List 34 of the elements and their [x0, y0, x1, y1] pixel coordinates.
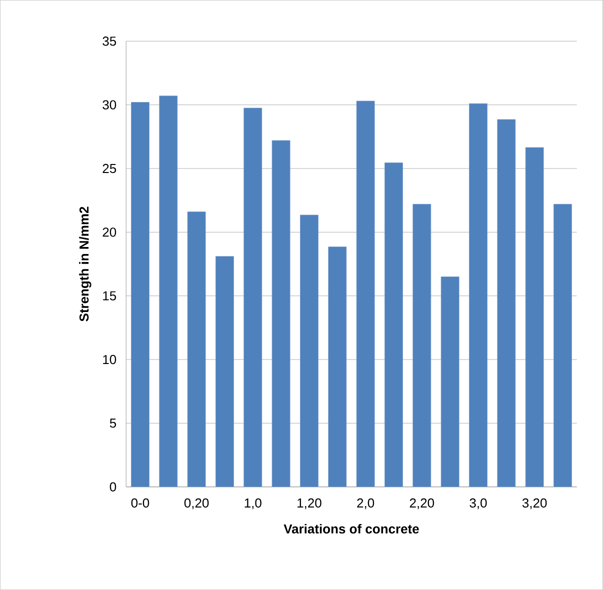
bar — [356, 100, 375, 487]
bar — [272, 140, 290, 487]
y-tick-label: 30 — [102, 100, 116, 110]
bar — [159, 96, 178, 487]
x-tick-label: 1,0 — [244, 498, 262, 510]
bar — [328, 246, 347, 487]
x-axis-title: Variations of concrete — [284, 524, 419, 534]
bar — [384, 162, 403, 487]
x-tick-label: 3,0 — [470, 498, 487, 510]
bar — [554, 204, 572, 487]
bar — [497, 119, 516, 487]
bar — [244, 108, 262, 487]
bar — [440, 276, 460, 487]
x-tick-label: 0,20 — [184, 498, 209, 510]
x-tick-label: 2,20 — [410, 498, 434, 510]
y-tick-label: 0 — [110, 482, 116, 492]
x-tick-label: 1,20 — [298, 498, 322, 510]
y-tick-label: 15 — [103, 291, 116, 300]
x-tick-label: 2,0 — [357, 498, 374, 510]
y-tick-label: 35 — [102, 36, 116, 46]
bar — [412, 204, 432, 487]
x-tick-label: 0-0 — [131, 498, 150, 508]
y-axis-title: Strength in N/mm2 — [79, 206, 92, 322]
bar — [187, 212, 206, 487]
x-tick-label: 3,20 — [522, 498, 547, 510]
y-tick-label: 25 — [102, 164, 116, 174]
y-tick-label: 10 — [103, 354, 116, 364]
y-tick-label: 20 — [102, 228, 116, 237]
bar — [216, 256, 234, 487]
bar — [131, 102, 150, 487]
y-tick-label: 5 — [110, 418, 116, 428]
bar — [300, 214, 318, 487]
bar — [469, 103, 488, 487]
bar — [525, 147, 544, 487]
